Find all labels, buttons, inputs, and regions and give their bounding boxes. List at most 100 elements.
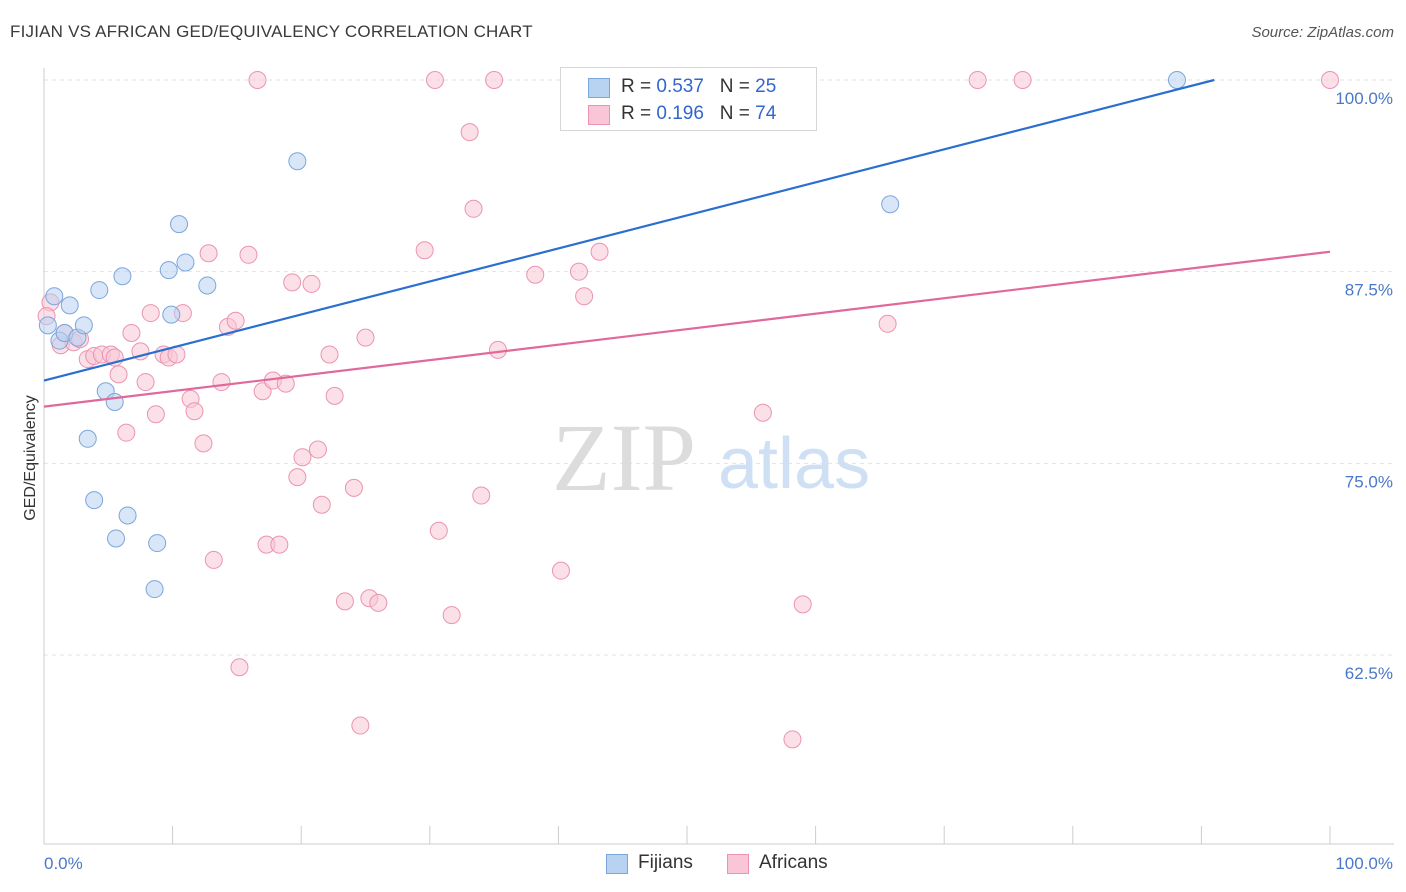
fijian-point [198,276,217,295]
fijian-point [176,253,195,272]
source-label: Source: ZipAtlas.com [1251,24,1394,41]
african-point [460,123,479,142]
african-point [1013,71,1032,89]
legend-n-label: N = [719,103,756,124]
fijians-swatch [588,78,610,98]
african-point [344,478,363,497]
watermark: ZIP atlas [552,404,870,511]
african-point [312,495,331,514]
legend-n-value: 74 [755,103,777,124]
african-point [429,521,448,540]
african-point [526,265,545,284]
x-tick-label-100: 100.0% [1335,854,1393,873]
fijian-point [159,261,178,280]
african-point [351,716,370,735]
african-point [248,71,267,89]
correlation-legend: R = 0.537 N = 25 R = 0.196 N = 74 [560,67,817,131]
fijian-point [38,316,57,335]
african-point [442,606,461,625]
legend-r-value: 0.537 [656,76,704,97]
chart-title: FIJIAN VS AFRICAN GED/EQUIVALENCY CORREL… [10,22,533,41]
fijian-point [107,529,126,548]
africans-trend-line [43,250,1331,408]
african-point [230,658,249,677]
africans-legend-swatch [727,854,749,874]
fijian-point [105,393,124,411]
african-point [239,245,258,264]
african-point [878,314,897,333]
y-axis-label: GED/Equivalency [22,395,39,520]
african-point [122,324,141,342]
y-tick-label: 87.5% [1345,281,1393,300]
africans-legend-label: Africans [759,852,828,873]
african-point [204,550,223,569]
y-tick-label: 75.0% [1345,472,1393,491]
fijian-point [78,429,97,448]
fijian-point [145,580,164,599]
fijian-point [162,305,181,324]
fijian-point [1167,71,1186,89]
fijian-point [74,316,93,335]
fijian-point [118,506,137,525]
african-point [308,440,327,459]
african-point [283,273,302,292]
african-point [488,340,507,359]
african-point [109,365,128,384]
gridlines [44,79,1394,656]
fijians-series [38,71,1186,599]
african-point [753,403,772,422]
african-point [569,262,588,281]
legend-text-fijians: R = 0.537 N = 25 [621,76,776,98]
african-point [146,405,165,424]
legend-text-africans: R = 0.196 N = 74 [621,103,776,125]
x-tick-label-0: 0.0% [44,854,83,873]
african-point [356,328,375,347]
africans-swatch [588,105,610,125]
legend-n-value: 25 [755,76,777,97]
african-point [302,274,321,293]
african-point [783,730,802,749]
african-point [270,535,289,554]
legend-r-label: R = [621,103,657,124]
african-point [472,486,491,505]
african-point [335,592,354,611]
african-point [1321,71,1339,89]
legend-r-value: 0.196 [656,103,704,124]
african-point [185,402,204,421]
fijians-legend-swatch [606,854,628,874]
fijians-trend-line [43,78,1215,382]
african-point [194,434,213,453]
african-point [575,287,594,306]
african-point [136,373,155,392]
african-point [369,593,388,612]
watermark-zip: ZIP [552,404,696,511]
fijian-point [288,152,307,171]
watermark-atlas: atlas [718,424,870,504]
fijian-point [170,215,189,234]
african-point [141,304,160,323]
african-point [968,71,987,89]
fijian-point [85,491,104,510]
fijian-point [90,281,109,300]
african-point [293,448,312,467]
african-point [793,595,812,614]
trend-lines [43,78,1331,408]
y-tick-labels: 62.5% 75.0% 87.5% 100.0% [1335,89,1393,683]
fijian-point [60,296,79,315]
african-point [226,311,245,330]
african-point [551,561,570,580]
legend-r-label: R = [621,76,657,97]
legend-n-label: N = [719,76,756,97]
african-point [464,199,483,218]
fijian-point [881,195,900,214]
african-point [212,373,231,392]
african-point [590,242,609,261]
y-tick-label: 100.0% [1335,89,1393,108]
fijians-legend-label: Fijians [638,852,693,873]
fijian-point [113,267,132,286]
african-point [485,71,504,89]
african-point [425,71,444,89]
fijian-point [45,287,64,306]
axes [43,68,1394,845]
